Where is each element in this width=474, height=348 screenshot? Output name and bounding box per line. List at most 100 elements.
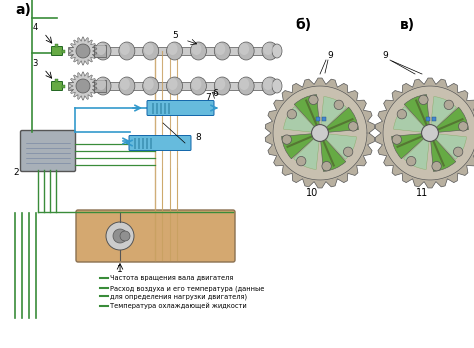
Circle shape [444, 100, 454, 110]
FancyBboxPatch shape [76, 210, 235, 262]
Ellipse shape [168, 43, 178, 55]
Bar [160, 103, 162, 113]
Ellipse shape [238, 42, 254, 60]
Polygon shape [273, 86, 367, 180]
Ellipse shape [191, 42, 207, 60]
Wedge shape [320, 107, 358, 133]
Text: для определения нагрузки двигателя): для определения нагрузки двигателя) [110, 293, 247, 300]
Text: Температура охлаждающей жидкости: Температура охлаждающей жидкости [110, 302, 247, 309]
Ellipse shape [191, 77, 207, 95]
Text: 9: 9 [382, 51, 388, 60]
Bar [426, 117, 430, 121]
Bar [94, 80, 106, 92]
Circle shape [113, 229, 127, 243]
Text: 3: 3 [32, 59, 38, 68]
Circle shape [421, 125, 438, 141]
Text: 11: 11 [416, 188, 428, 198]
Ellipse shape [143, 77, 159, 95]
Text: 5: 5 [172, 31, 178, 40]
Ellipse shape [272, 44, 282, 58]
Polygon shape [69, 37, 97, 65]
Polygon shape [383, 86, 474, 180]
Bar [68, 47, 280, 55]
Ellipse shape [238, 77, 254, 95]
Bar [134, 137, 136, 149]
Text: 10: 10 [306, 188, 318, 198]
Ellipse shape [215, 78, 225, 90]
Text: 2: 2 [13, 168, 18, 177]
Ellipse shape [119, 42, 135, 60]
Circle shape [348, 122, 358, 131]
Ellipse shape [263, 43, 273, 55]
Circle shape [322, 161, 331, 171]
Bar [316, 117, 320, 121]
Bar [138, 137, 140, 149]
Bar [168, 103, 170, 113]
Bar [55, 79, 58, 82]
Bar [55, 44, 58, 47]
Ellipse shape [272, 79, 282, 93]
Text: 9: 9 [327, 51, 333, 60]
Circle shape [287, 110, 297, 119]
Circle shape [106, 222, 134, 250]
Circle shape [297, 157, 306, 166]
Ellipse shape [144, 78, 154, 90]
Circle shape [432, 161, 441, 171]
Ellipse shape [96, 43, 106, 55]
Ellipse shape [143, 42, 159, 60]
Circle shape [76, 44, 90, 58]
Ellipse shape [168, 78, 178, 90]
Ellipse shape [214, 77, 230, 95]
Text: 6: 6 [212, 89, 218, 98]
Ellipse shape [95, 42, 111, 60]
FancyBboxPatch shape [147, 101, 214, 116]
Ellipse shape [166, 42, 182, 60]
Wedge shape [430, 133, 456, 172]
Ellipse shape [239, 43, 249, 55]
Ellipse shape [215, 43, 225, 55]
Bar [150, 137, 152, 149]
Bar [432, 117, 436, 121]
Ellipse shape [239, 78, 249, 90]
Wedge shape [404, 95, 430, 133]
Wedge shape [430, 107, 468, 133]
Ellipse shape [191, 43, 201, 55]
Bar [62, 49, 65, 53]
Ellipse shape [191, 78, 201, 90]
Ellipse shape [95, 77, 111, 95]
Circle shape [311, 125, 328, 141]
Ellipse shape [120, 78, 130, 90]
Circle shape [120, 231, 130, 241]
Wedge shape [430, 133, 466, 159]
Bar [146, 137, 148, 149]
Text: 4: 4 [32, 23, 37, 32]
Circle shape [76, 79, 90, 93]
FancyBboxPatch shape [52, 81, 63, 90]
Ellipse shape [144, 43, 154, 55]
Bar [156, 103, 158, 113]
Text: а): а) [15, 3, 31, 17]
Circle shape [454, 147, 463, 157]
Wedge shape [320, 133, 346, 172]
Ellipse shape [96, 78, 106, 90]
Text: 1: 1 [117, 265, 123, 274]
Bar [142, 137, 144, 149]
Wedge shape [404, 133, 430, 169]
Wedge shape [294, 95, 320, 133]
Wedge shape [293, 133, 320, 169]
Bar [94, 45, 106, 57]
Ellipse shape [119, 77, 135, 95]
Wedge shape [282, 133, 320, 159]
Bar [164, 103, 166, 113]
Bar [62, 85, 65, 87]
FancyBboxPatch shape [129, 135, 191, 150]
Circle shape [344, 147, 353, 157]
Circle shape [407, 157, 416, 166]
Polygon shape [375, 78, 474, 188]
Wedge shape [320, 96, 346, 133]
Wedge shape [320, 133, 356, 159]
Ellipse shape [166, 77, 182, 95]
Ellipse shape [262, 42, 278, 60]
Circle shape [392, 135, 401, 144]
Circle shape [309, 95, 318, 104]
